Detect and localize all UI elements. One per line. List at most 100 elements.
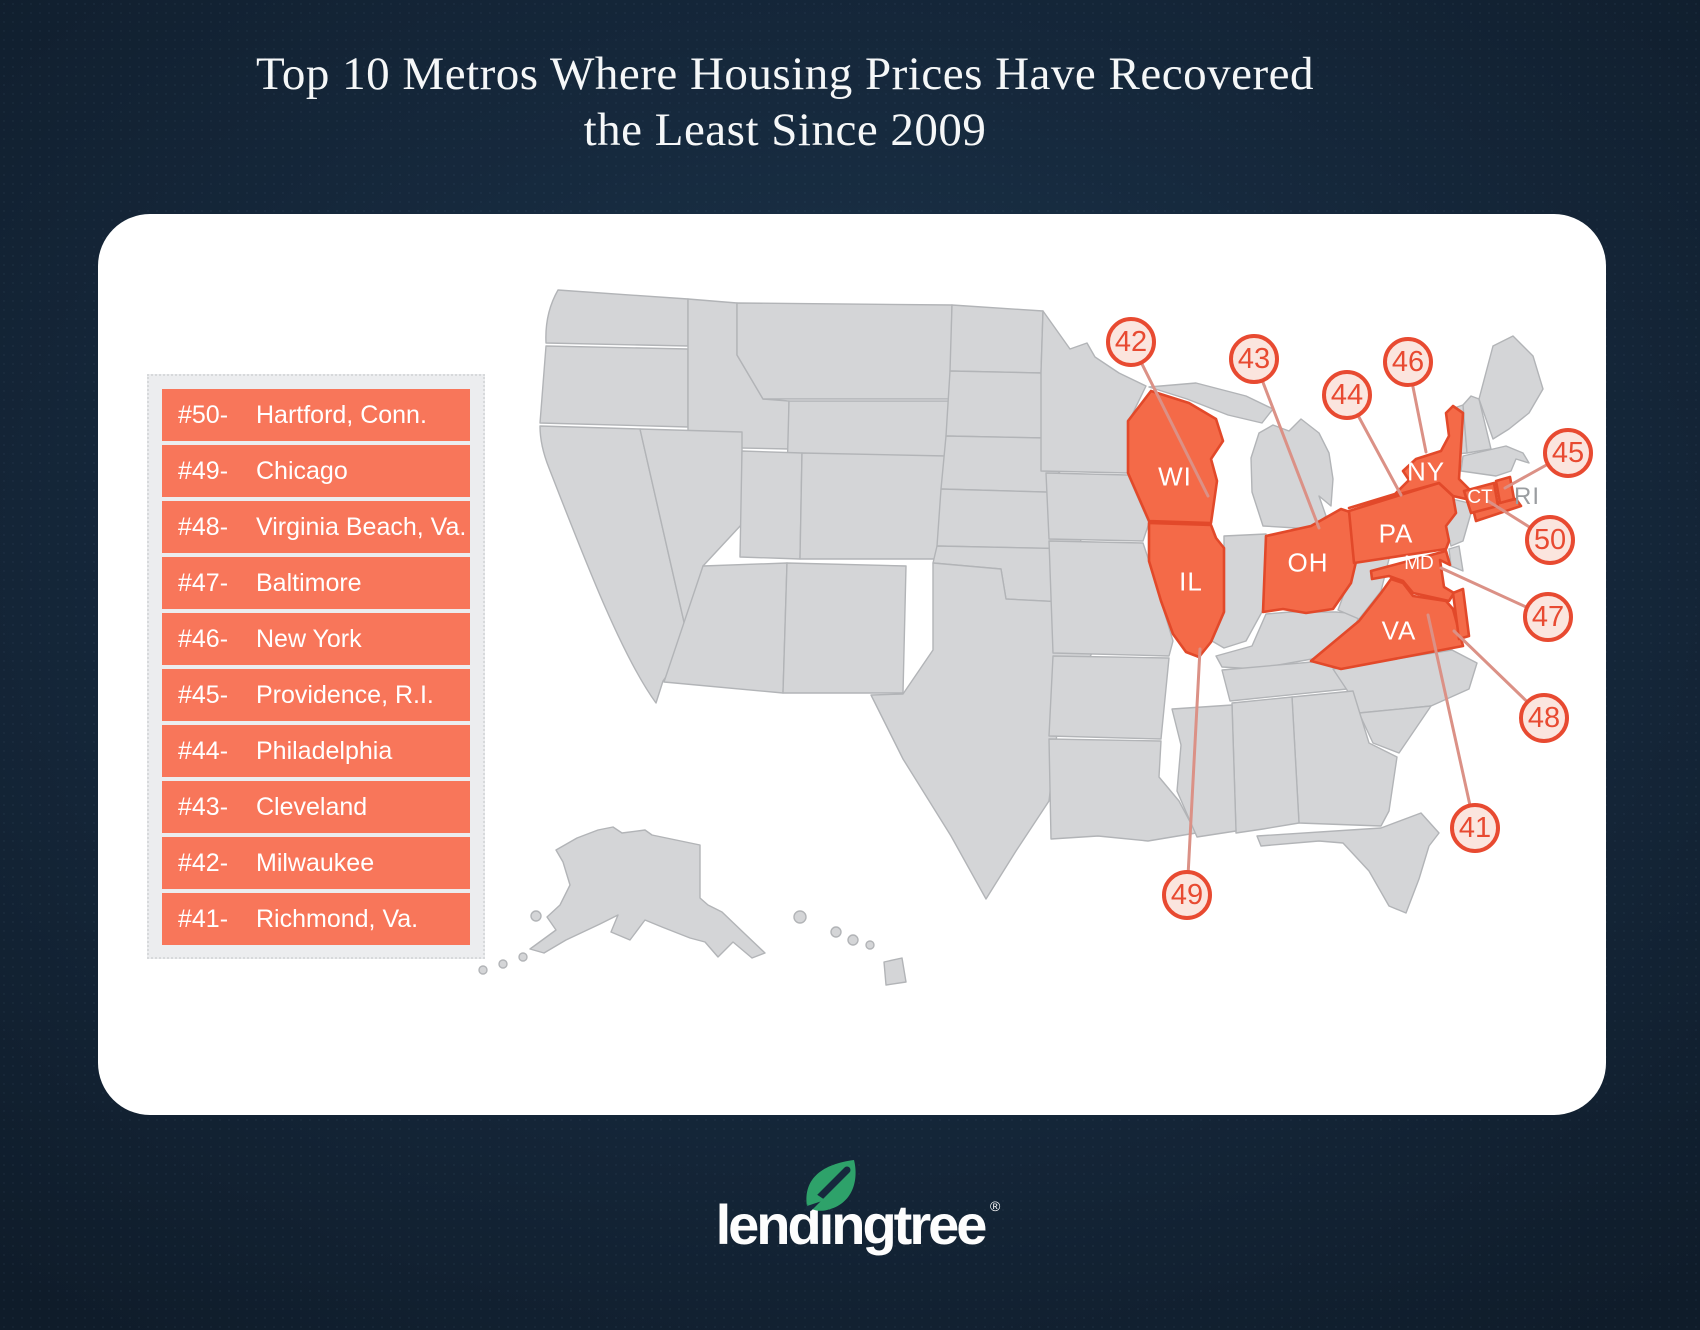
metro-name: Chicago xyxy=(256,456,348,485)
metro-name: Hartford, Conn. xyxy=(256,400,427,429)
rank-marker-41: 41 xyxy=(1450,803,1500,853)
list-item: #41- Richmond, Va. xyxy=(162,893,470,945)
marker-label: 44 xyxy=(1330,378,1364,411)
ak-island-1 xyxy=(530,910,542,922)
state-mn xyxy=(1040,310,1147,474)
metro-name: Cleveland xyxy=(256,792,368,821)
state-label-oh: OH xyxy=(1287,547,1329,578)
state-label-ri: RI xyxy=(1514,483,1540,510)
marker-label: 45 xyxy=(1551,436,1585,469)
state-il xyxy=(1147,521,1226,659)
state-mt xyxy=(736,302,953,400)
metro-name: Virginia Beach, Va. xyxy=(256,512,467,541)
state-co xyxy=(799,452,948,560)
state-la xyxy=(1048,738,1197,842)
gray-states xyxy=(478,289,1544,986)
infographic-title: Top 10 Metros Where Housing Prices Have … xyxy=(0,46,1570,158)
rank-number: #41- xyxy=(178,904,229,933)
metro-name: New York xyxy=(256,624,362,653)
state-fl xyxy=(1256,812,1440,914)
state-or xyxy=(539,345,689,428)
marker-label: 50 xyxy=(1533,523,1567,556)
marker-label: 48 xyxy=(1527,701,1561,734)
list-item: #44- Philadelphia xyxy=(162,725,470,777)
state-label-pa: PA xyxy=(1378,518,1414,549)
leader-41 xyxy=(1426,613,1477,830)
hi-island-4 xyxy=(865,940,875,950)
list-item: #49- Chicago xyxy=(162,445,470,497)
state-nh xyxy=(1462,395,1492,454)
hi-island-2 xyxy=(830,926,842,938)
state-label-md: MD xyxy=(1404,553,1434,574)
state-ga xyxy=(1291,690,1398,827)
metro-name: Richmond, Va. xyxy=(256,904,419,933)
logo-wordmark: lendingtree xyxy=(715,1193,988,1256)
rank-marker-45: 45 xyxy=(1543,428,1593,478)
state-tx xyxy=(870,562,1094,900)
state-al xyxy=(1231,696,1300,834)
state-ar xyxy=(1048,655,1170,740)
metro-name: Providence, R.I. xyxy=(256,680,434,709)
marker-label: 43 xyxy=(1237,342,1271,375)
ak-island-3 xyxy=(498,959,508,969)
highlighted-states xyxy=(1126,389,1523,671)
state-wa xyxy=(545,289,689,347)
hi-island-5 xyxy=(883,957,907,986)
state-ak xyxy=(529,826,766,959)
state-label-ct: CT xyxy=(1467,487,1493,508)
state-mi-up xyxy=(1148,382,1274,424)
state-ia xyxy=(1045,472,1150,542)
state-mi xyxy=(1250,418,1334,530)
list-item: #46- New York xyxy=(162,613,470,665)
rank-number: #49- xyxy=(178,456,229,485)
ak-island-4 xyxy=(478,965,488,975)
state-ma xyxy=(1460,445,1530,477)
lendingtree-logo: lendingtree xyxy=(0,1160,1700,1270)
state-wi xyxy=(1126,389,1225,525)
rank-marker-49: 49 xyxy=(1162,870,1212,920)
state-va xyxy=(1309,577,1465,671)
state-de xyxy=(1448,545,1464,572)
state-label-wi: WI xyxy=(1158,461,1192,492)
rank-number: #50- xyxy=(178,400,229,429)
metro-name: Philadelphia xyxy=(256,736,393,765)
leaf-icon xyxy=(805,1160,856,1212)
marker-label: 42 xyxy=(1114,325,1148,358)
state-nv xyxy=(639,428,743,645)
rank-marker-43: 43 xyxy=(1229,334,1279,384)
list-item: #47- Baltimore xyxy=(162,557,470,609)
list-item: #50- Hartford, Conn. xyxy=(162,389,470,441)
leader-42 xyxy=(1129,340,1210,498)
state-nm xyxy=(782,562,907,694)
state-label-va: VA xyxy=(1381,615,1417,646)
marker-label: 41 xyxy=(1458,811,1492,844)
rank-number: #48- xyxy=(178,512,229,541)
list-item: #48- Virginia Beach, Va. xyxy=(162,501,470,553)
leader-49 xyxy=(1185,647,1202,897)
marker-label: 47 xyxy=(1531,600,1565,633)
state-ca xyxy=(539,425,690,704)
rank-marker-50: 50 xyxy=(1525,515,1575,565)
list-item: #42- Milwaukee xyxy=(162,837,470,889)
state-md xyxy=(1369,549,1456,603)
marker-label: 46 xyxy=(1391,345,1425,378)
rank-number: #46- xyxy=(178,624,229,653)
state-label-il: IL xyxy=(1179,566,1203,597)
rank-marker-42: 42 xyxy=(1106,317,1156,367)
rank-number: #47- xyxy=(178,568,229,597)
state-me xyxy=(1478,335,1544,440)
rank-marker-44: 44 xyxy=(1322,370,1372,420)
rank-marker-46: 46 xyxy=(1383,337,1433,387)
hi-island-3 xyxy=(847,934,859,946)
state-nd xyxy=(949,304,1044,374)
state-ut xyxy=(739,450,803,560)
registered-mark: ® xyxy=(990,1198,1001,1214)
state-label-ny: NY xyxy=(1406,456,1446,487)
rank-marker-47: 47 xyxy=(1523,592,1573,642)
hi-island-1 xyxy=(793,910,807,924)
leader-43 xyxy=(1252,357,1321,530)
ranking-panel: #50- Hartford, Conn. #49- Chicago #48- Virg… xyxy=(147,374,485,959)
state-ri xyxy=(1494,475,1516,505)
marker-label: 49 xyxy=(1170,878,1204,911)
